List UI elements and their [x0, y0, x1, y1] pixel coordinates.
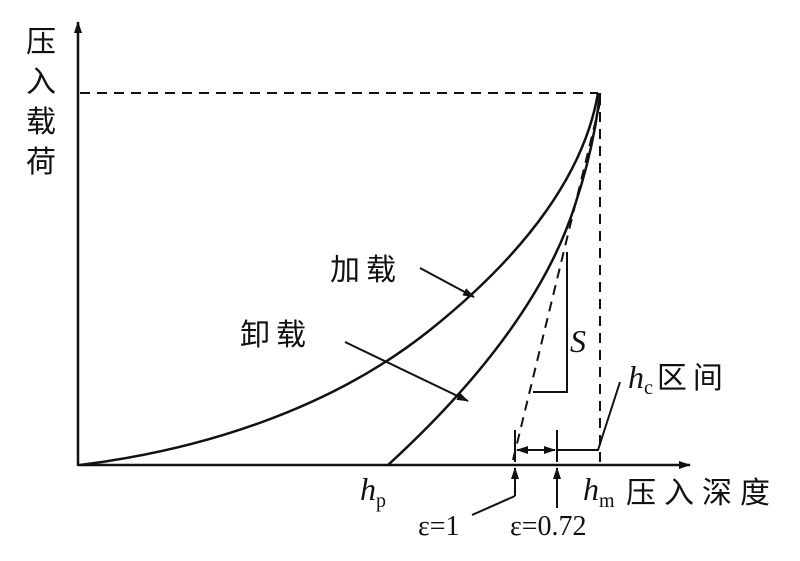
- y-axis-label-3: 载: [26, 105, 56, 140]
- unloading-label: 卸载: [240, 318, 312, 353]
- hp-label: hp: [360, 471, 386, 512]
- hm-label: hm: [583, 471, 615, 512]
- tangent-dashed-line: [512, 102, 601, 461]
- slope-triangle: [533, 252, 568, 393]
- epsilon-072-label: ε=0.72: [510, 511, 587, 542]
- unloading-arrow: [344, 341, 469, 402]
- epsilon-1-leader: [471, 495, 516, 516]
- loading-label: 加载: [330, 253, 402, 288]
- loading-curve: [79, 92, 600, 467]
- y-axis-label-2: 入: [26, 65, 56, 100]
- y-axis-label-4: 荷: [26, 145, 56, 180]
- x-axis-label: 压入深度: [626, 476, 778, 511]
- hc-label: hc 区间: [628, 359, 729, 399]
- unloading-curve: [387, 92, 602, 466]
- stiffness-label: S: [570, 323, 586, 359]
- epsilon-1-label: ε=1: [418, 511, 460, 542]
- y-axis-label-1: 压: [26, 25, 56, 60]
- hc-leader-line: [557, 381, 621, 451]
- loading-arrow: [419, 267, 475, 298]
